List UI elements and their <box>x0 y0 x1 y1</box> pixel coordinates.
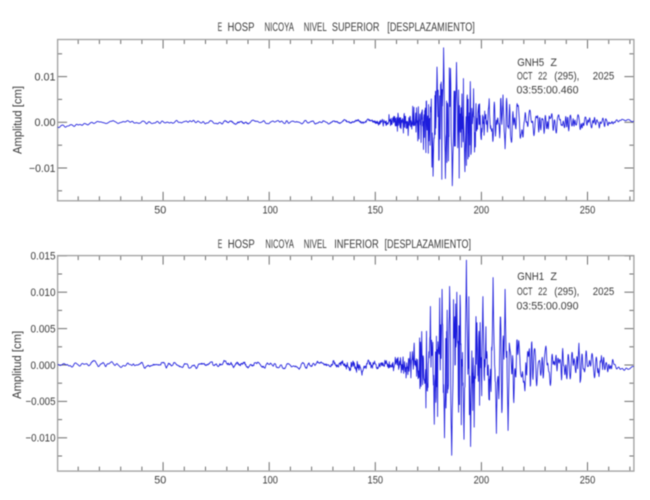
svg-text:HOSP: HOSP <box>228 237 255 251</box>
svg-text:GNH1: GNH1 <box>517 271 544 283</box>
svg-text:Amplitud [cm]: Amplitud [cm] <box>13 86 25 154</box>
svg-text:[DESPLAZAMIENTO]: [DESPLAZAMIENTO] <box>385 237 472 251</box>
svg-text:250: 250 <box>580 475 596 487</box>
svg-text:50: 50 <box>154 205 166 217</box>
svg-text:0.010: 0.010 <box>31 287 56 299</box>
svg-text:NIVEL: NIVEL <box>304 20 327 34</box>
svg-text:[DESPLAZAMIENTO]: [DESPLAZAMIENTO] <box>387 20 475 34</box>
svg-text:−0.010: −0.010 <box>26 433 56 445</box>
svg-text:200: 200 <box>474 475 490 487</box>
svg-text:150: 150 <box>368 475 384 487</box>
svg-text:22: 22 <box>538 71 547 83</box>
svg-text:0.005: 0.005 <box>31 323 56 335</box>
svg-text:NIVEL: NIVEL <box>304 237 327 251</box>
svg-text:0.000: 0.000 <box>31 360 56 372</box>
svg-text:2025: 2025 <box>593 71 615 83</box>
svg-text:OCT: OCT <box>517 286 533 298</box>
svg-text:22: 22 <box>538 286 547 298</box>
svg-text:INFERIOR: INFERIOR <box>334 237 379 251</box>
svg-text:Amplitud [cm]: Amplitud [cm] <box>12 331 24 399</box>
svg-text:(295),: (295), <box>554 71 579 83</box>
svg-text:NICOYA: NICOYA <box>265 237 294 251</box>
svg-text:150: 150 <box>368 205 384 217</box>
svg-text:E: E <box>218 20 223 34</box>
svg-text:50: 50 <box>154 475 166 487</box>
svg-text:NICOYA: NICOYA <box>265 20 295 34</box>
svg-text:2025: 2025 <box>593 286 615 298</box>
svg-text:Z: Z <box>550 271 557 283</box>
svg-text:OCT: OCT <box>517 71 533 83</box>
svg-text:03:55:00.090: 03:55:00.090 <box>517 301 579 313</box>
svg-text:−0.01: −0.01 <box>29 163 56 175</box>
svg-text:−0.005: −0.005 <box>26 396 56 408</box>
svg-text:0.01: 0.01 <box>35 71 56 83</box>
svg-text:100: 100 <box>262 475 278 487</box>
svg-text:(295),: (295), <box>554 286 579 298</box>
svg-text:E: E <box>218 237 223 251</box>
svg-text:250: 250 <box>580 205 596 217</box>
svg-text:Z: Z <box>550 57 557 69</box>
svg-text:SUPERIOR: SUPERIOR <box>332 20 380 34</box>
svg-text:HOSP: HOSP <box>228 20 255 34</box>
svg-text:GNH5: GNH5 <box>517 57 544 69</box>
svg-text:0.00: 0.00 <box>35 117 56 129</box>
svg-text:200: 200 <box>474 205 490 217</box>
svg-text:03:55:00.460: 03:55:00.460 <box>517 84 579 96</box>
svg-text:0.015: 0.015 <box>31 251 56 263</box>
svg-text:100: 100 <box>262 205 278 217</box>
